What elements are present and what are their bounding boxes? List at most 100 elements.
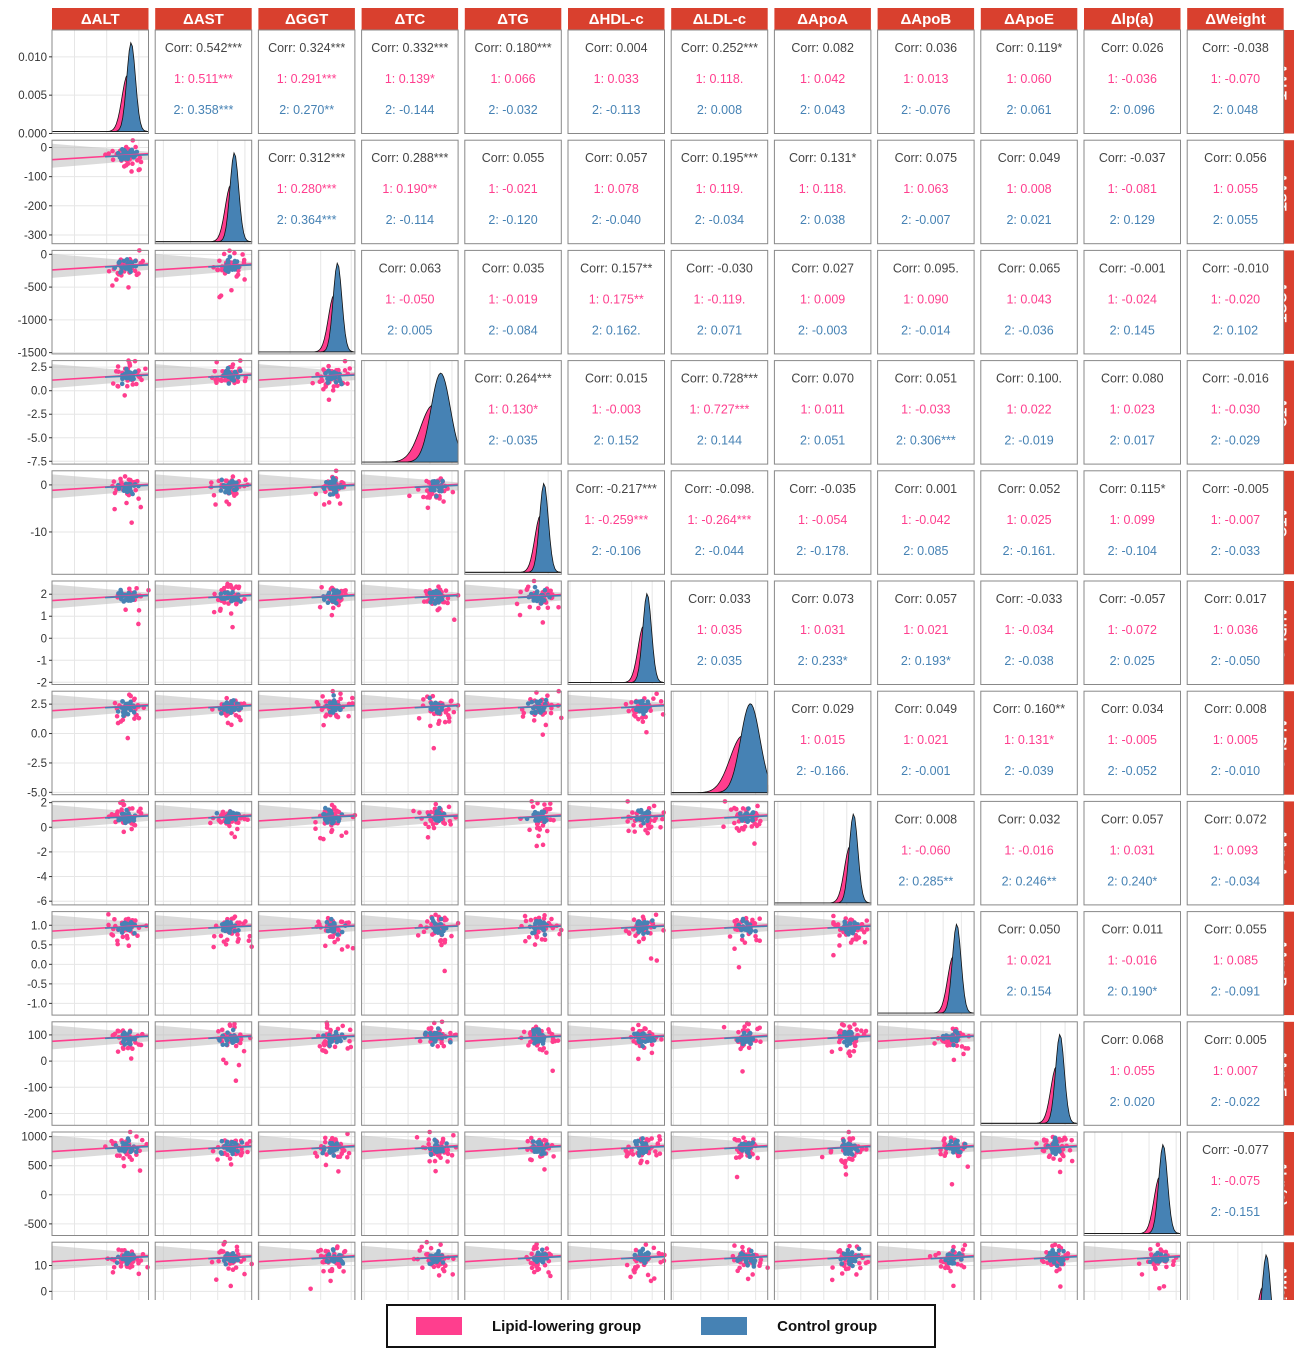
point-group2 — [438, 916, 444, 922]
panel-bg — [1084, 470, 1181, 575]
point-group1 — [329, 829, 334, 835]
fit-line-group2 — [414, 1145, 459, 1150]
point-group1 — [749, 824, 755, 829]
point-group1 — [314, 1154, 320, 1159]
point-group1 — [645, 1272, 651, 1278]
corr-group1: 1: -0.007 — [1211, 513, 1260, 527]
point-group2 — [1053, 1151, 1058, 1157]
point-group1 — [132, 358, 138, 364]
point-group2 — [538, 698, 543, 704]
panel-border — [567, 470, 665, 575]
panel-border — [773, 1131, 872, 1236]
panel-grid — [259, 250, 352, 354]
point-group1 — [742, 824, 748, 829]
point-group1 — [843, 1164, 848, 1170]
fit-line-group2 — [311, 1255, 355, 1260]
corr-group1: 1: 0.036 — [1213, 623, 1258, 637]
point-group1 — [317, 604, 323, 610]
point-group2 — [953, 1028, 958, 1034]
corr-group1: 1: 0.033 — [594, 72, 639, 86]
point-group1 — [421, 697, 426, 702]
panel-border — [154, 1021, 253, 1126]
point-group1 — [654, 958, 660, 963]
point-group1 — [417, 1248, 423, 1253]
point-group2 — [331, 1248, 336, 1253]
corr-group1: 1: 0.009 — [800, 292, 845, 306]
corr-group1: 1: -0.016 — [1108, 954, 1157, 968]
density-group2 — [671, 703, 769, 794]
panel-border — [464, 690, 562, 796]
point-group2 — [325, 1259, 331, 1264]
point-group1 — [138, 504, 144, 510]
corr-group2: 2: -0.036 — [1004, 323, 1053, 337]
point-group1 — [131, 822, 137, 827]
corr-overall: Corr: 0.080 — [1101, 372, 1164, 386]
point-group1 — [317, 1044, 323, 1049]
point-group1 — [126, 916, 131, 922]
point-group1 — [450, 1272, 456, 1277]
point-group1 — [235, 939, 241, 944]
point-group1 — [739, 937, 745, 942]
point-group1 — [118, 479, 124, 485]
corr-group1: 1: 0.008 — [1006, 182, 1051, 196]
corr-overall: Corr: 0.017 — [1204, 592, 1267, 606]
corr-group1: 1: -0.019 — [488, 292, 537, 306]
panel-border — [980, 139, 1078, 245]
point-group1 — [243, 375, 249, 380]
fit-line-group2 — [930, 1035, 975, 1040]
point-group1 — [438, 1242, 443, 1247]
point-group2 — [327, 1140, 333, 1146]
panel-bg — [155, 30, 252, 134]
point-group1 — [542, 913, 547, 918]
point-group1 — [863, 1147, 869, 1152]
point-group1 — [658, 699, 664, 704]
point-group1 — [137, 155, 143, 160]
corr-group2: 2: 0.246** — [1002, 874, 1057, 888]
panel-bg — [980, 360, 1078, 465]
point-group1 — [114, 277, 119, 282]
point-group1 — [530, 804, 536, 810]
point-group2 — [638, 1040, 643, 1045]
panel-border — [877, 1131, 975, 1236]
point-group1 — [230, 1267, 236, 1273]
density-group2 — [52, 41, 149, 132]
panel-bg — [980, 911, 1078, 1016]
panel-bg — [568, 30, 665, 134]
point-group1 — [423, 821, 428, 827]
point-group1 — [544, 1050, 549, 1055]
point-group2 — [113, 1143, 119, 1148]
point-group1 — [651, 803, 657, 809]
point-group2 — [437, 598, 443, 603]
point-group2 — [239, 1140, 245, 1145]
point-group2 — [429, 916, 435, 921]
point-group1 — [115, 364, 121, 369]
corr-group2: 2: 0.071 — [697, 323, 742, 337]
point-group2 — [236, 927, 241, 933]
point-group1 — [338, 691, 343, 697]
panel-border — [567, 690, 665, 796]
point-group2 — [127, 1029, 133, 1035]
point-group2 — [127, 817, 133, 822]
corr-overall: Corr: 0.324*** — [268, 41, 345, 55]
point-group2 — [325, 928, 331, 934]
point-group1 — [133, 487, 139, 493]
point-group1 — [640, 719, 646, 725]
fit-line-group2 — [311, 484, 355, 489]
point-group1 — [624, 1262, 630, 1268]
point-group2 — [221, 707, 227, 712]
point-group1 — [229, 287, 234, 293]
panel-border — [257, 1241, 356, 1300]
corr-group2: 2: -0.091 — [1211, 985, 1260, 999]
fit-line-group2 — [208, 1035, 252, 1040]
col-strip — [774, 8, 871, 30]
point-group2 — [128, 707, 133, 713]
point-group1 — [145, 1264, 150, 1270]
point-group1 — [214, 377, 219, 382]
panel-bg — [877, 140, 975, 244]
point-group1 — [219, 1027, 225, 1033]
fit-line-group2 — [105, 374, 149, 378]
point-group1 — [106, 922, 111, 928]
panel-bg — [774, 470, 871, 575]
point-group1 — [441, 1268, 447, 1274]
point-group1 — [419, 1244, 424, 1250]
